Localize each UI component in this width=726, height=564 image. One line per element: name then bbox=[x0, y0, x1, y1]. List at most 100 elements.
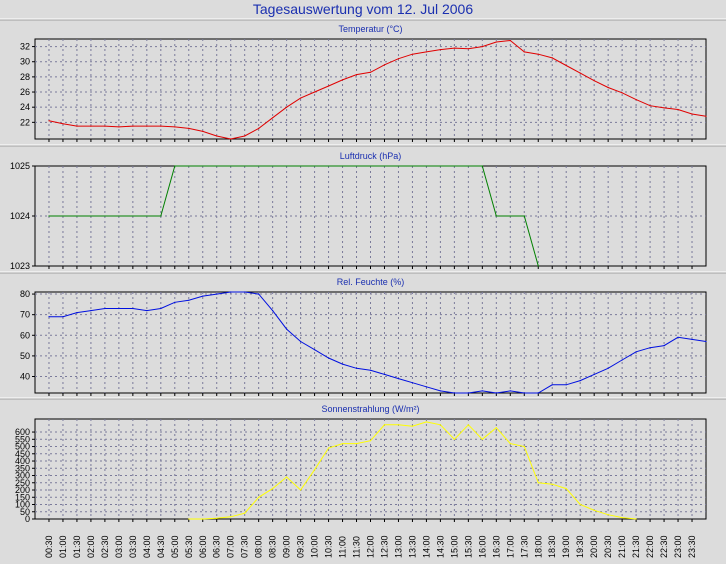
y-tick-label: 100 bbox=[15, 500, 30, 510]
data-point bbox=[663, 107, 665, 109]
data-point bbox=[691, 113, 693, 115]
data-point bbox=[341, 363, 344, 365]
data-point bbox=[649, 347, 651, 349]
data-point bbox=[607, 367, 609, 369]
data-point bbox=[677, 108, 679, 111]
data-point bbox=[565, 64, 567, 67]
x-tick-label: 03:00 bbox=[114, 535, 124, 558]
data-point bbox=[104, 307, 106, 310]
series-line bbox=[48, 39, 707, 140]
x-tick-label: 16:00 bbox=[477, 535, 487, 558]
data-point bbox=[523, 51, 525, 53]
data-point bbox=[705, 115, 707, 117]
data-point bbox=[481, 165, 483, 167]
y-tick-label: 50 bbox=[20, 351, 30, 361]
x-tick-label: 02:30 bbox=[100, 535, 110, 558]
data-point bbox=[551, 384, 553, 386]
data-point bbox=[677, 336, 679, 338]
data-point bbox=[160, 307, 162, 310]
data-point bbox=[635, 99, 637, 101]
data-point bbox=[286, 476, 288, 478]
data-point bbox=[286, 328, 288, 330]
data-point bbox=[314, 469, 316, 471]
data-point bbox=[621, 359, 623, 361]
data-point bbox=[328, 85, 330, 87]
data-point bbox=[160, 125, 162, 127]
y-tick-label: 350 bbox=[15, 463, 30, 473]
data-point bbox=[202, 130, 204, 132]
data-point bbox=[537, 265, 539, 267]
chart-title: Temperatur (°C) bbox=[338, 24, 402, 34]
x-tick-label: 14:00 bbox=[421, 535, 431, 558]
data-point bbox=[328, 357, 330, 359]
data-point bbox=[481, 438, 483, 440]
x-tick-label: 10:00 bbox=[310, 535, 320, 558]
data-point bbox=[551, 483, 553, 485]
data-point bbox=[146, 125, 148, 127]
y-tick-label: 28 bbox=[20, 72, 30, 82]
data-point bbox=[383, 373, 386, 375]
data-point bbox=[48, 215, 50, 217]
data-point bbox=[383, 424, 386, 426]
x-tick-label: 08:00 bbox=[254, 535, 264, 558]
x-tick-label: 01:30 bbox=[72, 535, 82, 558]
data-point bbox=[300, 340, 302, 343]
y-tick-label: 22 bbox=[20, 117, 30, 127]
data-point bbox=[328, 447, 330, 449]
x-tick-label: 22:00 bbox=[645, 535, 655, 558]
data-point bbox=[523, 392, 525, 394]
chart-panel-1: Luftdruck (hPa) 1023 1024 1025 bbox=[0, 144, 726, 271]
data-point bbox=[453, 438, 455, 440]
data-point bbox=[397, 378, 400, 380]
data-point bbox=[118, 126, 120, 128]
x-tick-label: 09:30 bbox=[296, 535, 306, 558]
data-point bbox=[495, 215, 497, 217]
x-tick-label: 21:30 bbox=[631, 535, 641, 558]
data-point bbox=[397, 424, 400, 426]
data-point bbox=[90, 310, 92, 312]
x-tick-label: 13:30 bbox=[407, 535, 417, 558]
x-tick-label: 19:30 bbox=[575, 535, 585, 558]
data-point bbox=[230, 516, 232, 518]
series-line bbox=[49, 291, 707, 394]
data-point bbox=[565, 384, 567, 386]
y-tick-label: 200 bbox=[15, 485, 30, 495]
data-point bbox=[593, 80, 595, 82]
data-point bbox=[76, 312, 78, 314]
data-point bbox=[397, 58, 400, 60]
data-point bbox=[48, 120, 50, 122]
data-point bbox=[216, 135, 218, 137]
y-tick-label: 60 bbox=[20, 330, 30, 340]
x-tick-label: 16:30 bbox=[491, 535, 501, 558]
data-point bbox=[369, 440, 372, 442]
y-tick-label: 50 bbox=[20, 507, 30, 517]
data-point bbox=[244, 135, 246, 137]
y-tick-label: 1024 bbox=[10, 211, 30, 221]
data-point bbox=[621, 517, 623, 519]
data-point bbox=[48, 316, 50, 318]
x-tick-label: 20:30 bbox=[603, 535, 613, 558]
y-tick-label: 40 bbox=[20, 372, 30, 382]
data-point bbox=[607, 514, 609, 516]
data-point bbox=[439, 49, 441, 51]
x-tick-label: 18:00 bbox=[533, 535, 543, 558]
x-tick-label: 08:30 bbox=[268, 535, 278, 558]
x-tick-label: 03:30 bbox=[128, 535, 138, 558]
data-point bbox=[216, 293, 218, 295]
x-tick-label: 23:00 bbox=[673, 535, 683, 558]
data-point bbox=[579, 380, 581, 382]
x-tick-label: 07:30 bbox=[240, 535, 250, 558]
y-tick-label: 250 bbox=[15, 478, 30, 488]
y-tick-label: 0 bbox=[25, 514, 30, 524]
data-point bbox=[132, 307, 134, 310]
data-point bbox=[411, 53, 413, 55]
data-point bbox=[467, 424, 469, 426]
data-point bbox=[258, 293, 260, 295]
data-point bbox=[439, 424, 441, 426]
data-point bbox=[537, 482, 539, 484]
data-point bbox=[537, 53, 539, 55]
data-point bbox=[635, 351, 637, 353]
x-tick-label: 04:00 bbox=[142, 535, 152, 558]
y-tick-label: 600 bbox=[15, 427, 30, 437]
data-point bbox=[691, 338, 693, 340]
